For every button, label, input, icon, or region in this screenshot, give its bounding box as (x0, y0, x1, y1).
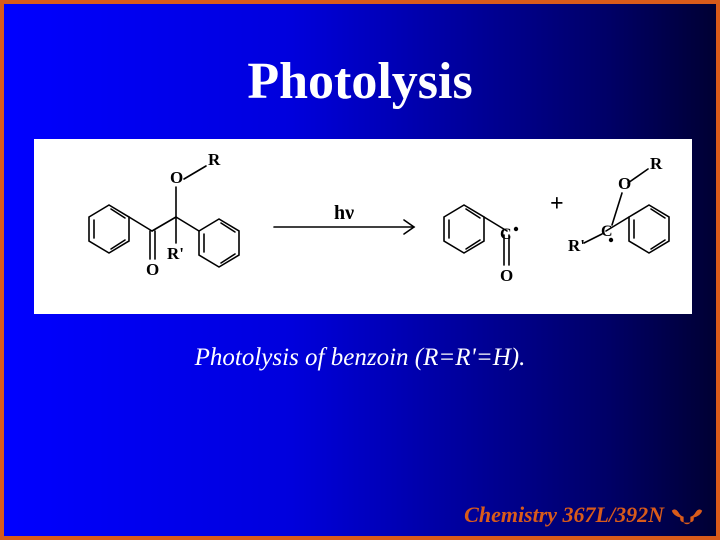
carbon-label: C (500, 226, 512, 243)
carbon-label: C (601, 223, 613, 240)
plus-symbol: + (550, 191, 564, 217)
diagram-caption: Photolysis of benzoin (R=R'=H). (4, 344, 716, 372)
slide-title: Photolysis (4, 4, 716, 131)
hv-label: hν (334, 202, 354, 224)
phenyl-ring-product2 (629, 205, 669, 253)
oxygen-label: O (146, 260, 159, 279)
r-prime-label: R' (167, 244, 184, 263)
phenyl-ring-left (89, 205, 129, 253)
chemical-structure-svg: O O R R' hν O C + O R C R' (34, 139, 692, 314)
longhorn-icon (670, 504, 704, 526)
r-label: R (208, 150, 221, 169)
oxygen-label: O (170, 168, 183, 187)
footer: Chemistry 367L/392N (464, 502, 704, 528)
slide-container: Photolysis (0, 0, 720, 540)
r-label: R (650, 154, 663, 173)
oxygen-label: O (500, 266, 513, 285)
phenyl-ring-right-reactant (199, 219, 239, 267)
r-prime-label: R' (568, 236, 585, 255)
oxygen-label: O (618, 174, 631, 193)
reaction-diagram: O O R R' hν O C + O R C R' (34, 139, 692, 314)
footer-text: Chemistry 367L/392N (464, 502, 664, 528)
phenyl-ring-product1 (444, 205, 484, 253)
radical-dot-icon (514, 227, 518, 231)
